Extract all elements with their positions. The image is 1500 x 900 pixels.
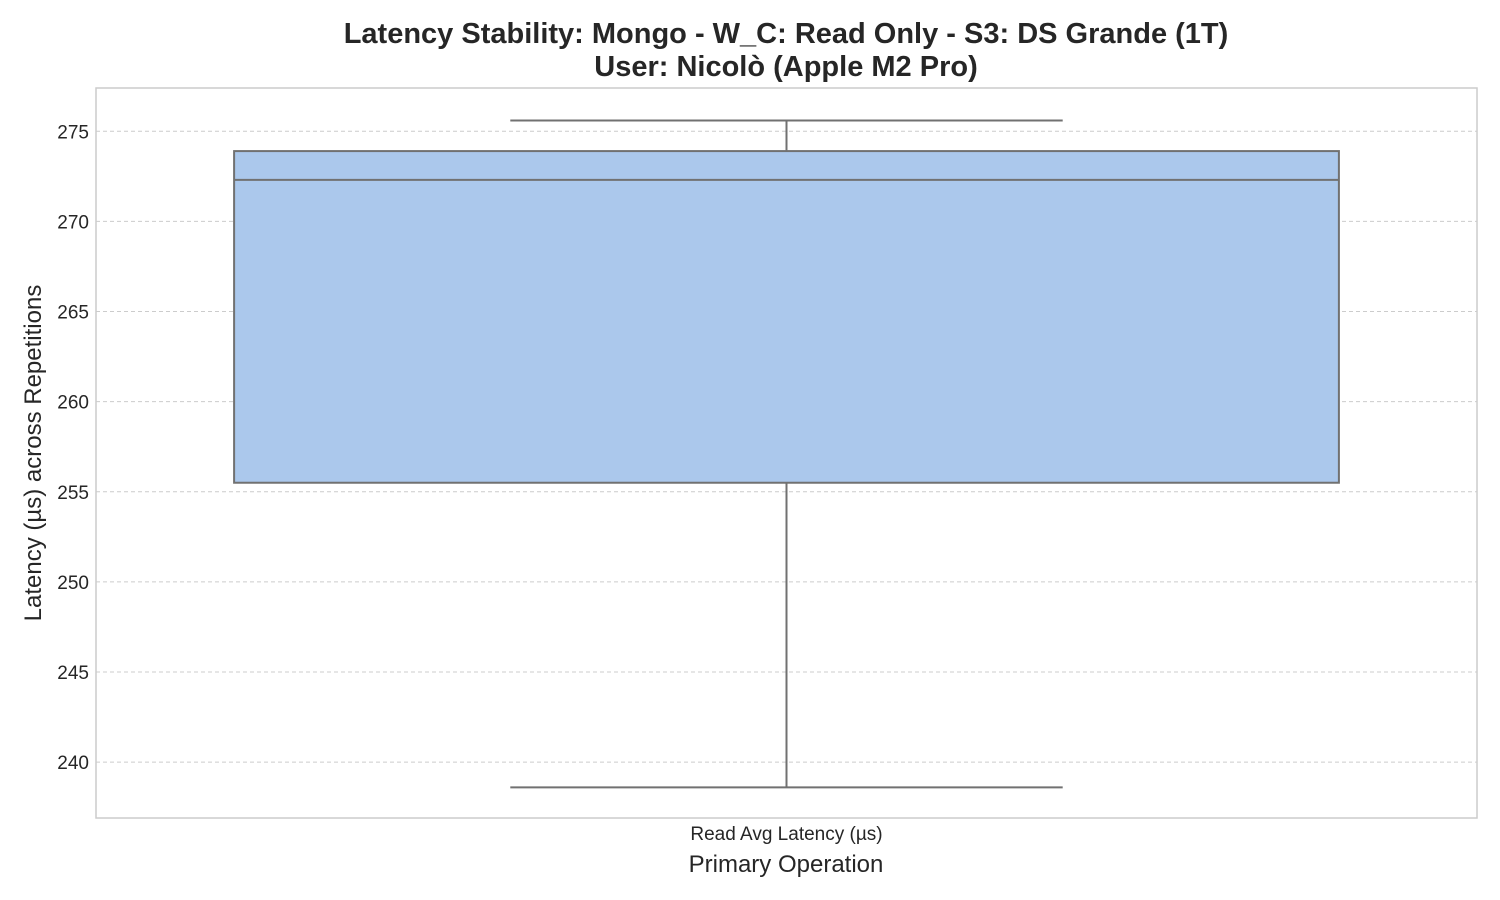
plot-frame: [95, 87, 1478, 819]
x-axis-tick-labels: Read Avg Latency (µs): [690, 824, 882, 845]
box-plot-layer: [233, 119, 1340, 789]
chart-title-line-1: Latency Stability: Mongo - W_C: Read Onl…: [344, 18, 1229, 50]
y-axis-tick-labels: 240 245 250 255 260 265 270 275: [57, 122, 89, 774]
y-tick-label-240: 240: [57, 753, 89, 774]
y-tick-label-270: 270: [57, 212, 89, 233]
y-tick-label-265: 265: [57, 303, 89, 324]
y-tick-label-245: 245: [57, 663, 89, 684]
y-axis-label: Latency (µs) across Repetitions: [20, 285, 47, 622]
x-tick-label: Read Avg Latency (µs): [690, 824, 882, 845]
y-tick-label-275: 275: [57, 122, 89, 143]
y-tick-label-255: 255: [57, 483, 89, 504]
chart-title-line-2: User: Nicolò (Apple M2 Pro): [594, 51, 978, 83]
x-axis-label: Primary Operation: [689, 851, 884, 878]
y-tick-label-260: 260: [57, 393, 89, 414]
y-tick-label-250: 250: [57, 573, 89, 594]
box-iqr: [233, 150, 1340, 484]
